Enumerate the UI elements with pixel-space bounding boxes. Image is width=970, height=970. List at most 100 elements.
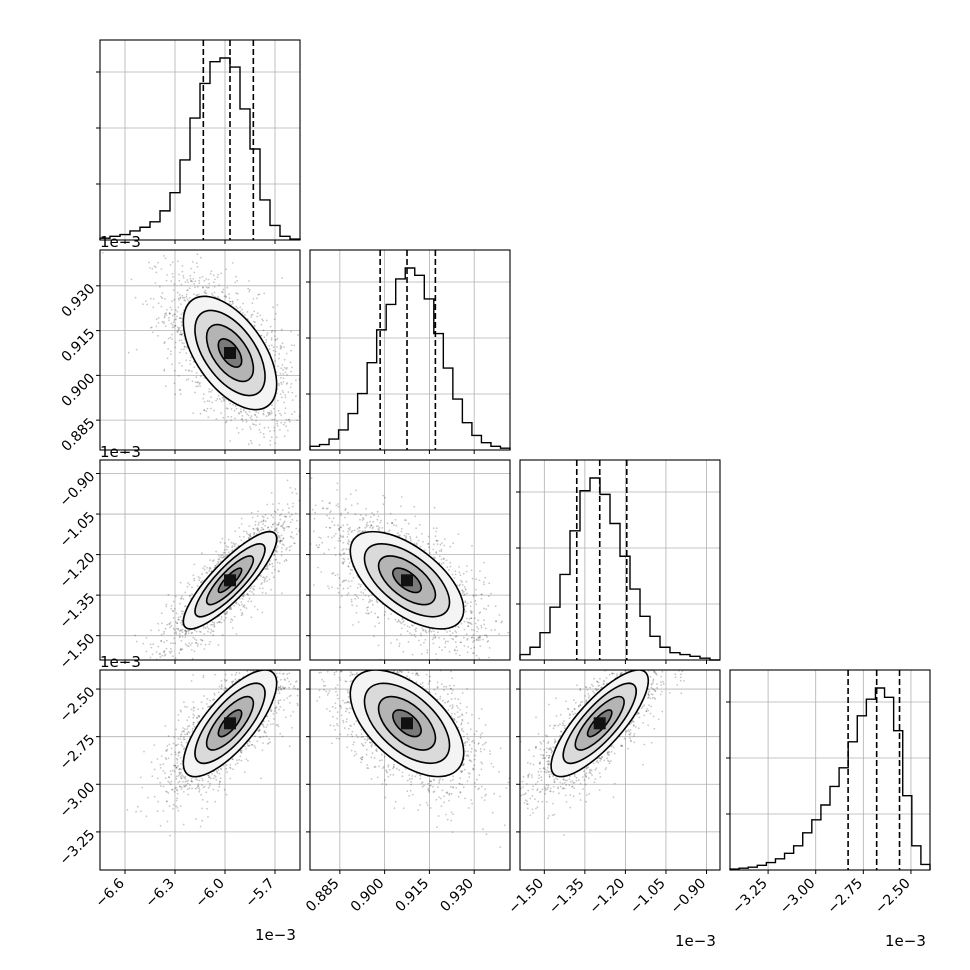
sample-point	[211, 623, 214, 626]
sample-point	[279, 372, 282, 375]
sample-point	[292, 502, 294, 505]
sample-point	[217, 295, 220, 298]
sample-point	[171, 314, 174, 317]
sample-point	[216, 563, 218, 566]
sample-point	[177, 326, 179, 329]
sample-point	[176, 315, 178, 318]
sample-point	[346, 536, 349, 538]
sample-point	[262, 519, 265, 522]
sample-point	[174, 341, 177, 344]
sample-point	[274, 338, 277, 341]
sample-point	[179, 297, 182, 300]
sample-point	[311, 521, 313, 523]
sample-point	[245, 530, 248, 533]
sample-point	[483, 561, 485, 564]
sample-point	[343, 558, 346, 561]
sample-point	[446, 566, 449, 569]
sample-point	[457, 533, 460, 536]
sample-point	[455, 635, 458, 638]
sample-point	[281, 342, 284, 345]
sample-point	[474, 617, 476, 620]
sample-point	[207, 416, 210, 419]
sample-point	[291, 391, 294, 394]
sample-point	[470, 612, 473, 615]
sample-point	[259, 587, 261, 590]
sample-point	[145, 674, 147, 676]
sample-point	[360, 583, 362, 586]
sample-point	[281, 547, 283, 549]
sample-point	[362, 530, 364, 533]
sample-point	[247, 594, 250, 596]
sample-point	[420, 653, 423, 655]
sample-point	[187, 281, 189, 283]
sample-point	[422, 629, 424, 632]
sample-point	[272, 349, 275, 352]
sample-point	[208, 566, 211, 569]
sample-point	[290, 383, 293, 385]
sample-point	[184, 299, 187, 302]
sample-point	[317, 546, 319, 549]
sample-point	[252, 593, 255, 595]
sample-point	[340, 554, 342, 557]
sample-point	[458, 566, 460, 568]
sample-point	[190, 370, 193, 373]
sample-point	[342, 541, 345, 544]
sample-point	[193, 366, 196, 368]
sample-point	[148, 267, 151, 269]
sample-point	[222, 416, 225, 419]
sample-point	[230, 618, 233, 621]
sample-point	[287, 391, 290, 393]
sample-point	[162, 322, 165, 325]
sample-point	[280, 421, 283, 424]
sample-point	[167, 348, 170, 350]
sample-point	[220, 400, 223, 403]
sample-point	[231, 262, 234, 264]
sample-point	[261, 591, 264, 594]
sample-point	[190, 267, 193, 270]
sample-point	[346, 542, 349, 545]
sample-point	[240, 523, 243, 525]
sample-point	[191, 380, 194, 383]
sample-point	[262, 413, 265, 416]
sample-point	[202, 393, 205, 396]
sample-point	[250, 442, 253, 444]
sample-point	[217, 273, 220, 276]
sample-point	[224, 421, 227, 424]
sample-point	[246, 413, 248, 415]
sample-point	[328, 517, 331, 520]
sample-point	[349, 568, 352, 571]
sample-point	[293, 541, 295, 543]
sample-point	[208, 400, 211, 403]
sample-point	[277, 523, 280, 526]
sample-point	[322, 507, 324, 510]
sample-point	[178, 333, 181, 336]
sample-point	[268, 411, 270, 414]
sample-point	[170, 607, 173, 610]
sample-point	[444, 538, 446, 540]
sample-point	[196, 585, 199, 587]
sample-point	[208, 388, 211, 390]
sample-point	[214, 565, 217, 567]
sample-point	[223, 542, 226, 545]
sample-point	[266, 526, 269, 529]
sample-point	[149, 327, 152, 329]
sample-point	[149, 656, 152, 659]
sample-point	[184, 345, 186, 348]
sample-point	[170, 624, 173, 627]
sample-point	[208, 390, 210, 393]
sample-point	[232, 403, 235, 406]
sample-point	[482, 583, 485, 586]
sample-point	[230, 608, 233, 610]
sample-point	[254, 524, 257, 526]
sample-point	[439, 543, 442, 546]
sample-point	[264, 577, 267, 580]
sample-point	[281, 364, 284, 366]
sample-point	[167, 593, 170, 596]
sample-point	[273, 335, 276, 337]
sample-point	[269, 413, 272, 415]
sample-point	[289, 515, 291, 518]
sample-point	[317, 566, 319, 569]
sample-point	[186, 289, 189, 292]
sample-point	[463, 586, 466, 588]
sample-point	[180, 334, 183, 336]
